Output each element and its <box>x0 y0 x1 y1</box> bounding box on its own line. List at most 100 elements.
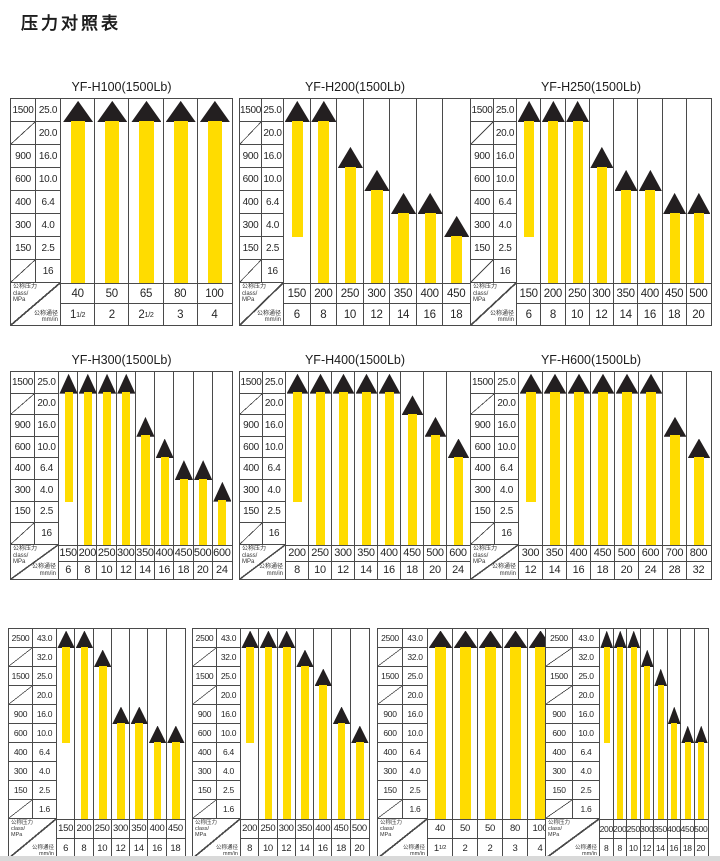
pressure-range-bar <box>291 120 303 237</box>
max-pressure-triangle-icon <box>355 373 378 394</box>
dn-mm-cell: 450 <box>331 819 351 839</box>
pressure-chart-3: YF-H250(1500Lb) 1500 25.0 20.0 900 16.0 600 10.… <box>470 75 712 326</box>
pressure-axis-unit: MPa <box>380 832 392 839</box>
mpa-cell: 6.4 <box>494 191 517 214</box>
pressure-range-bar <box>318 120 330 283</box>
pressure-axis-class: class/ <box>380 826 395 833</box>
mpa-cell: 1.6 <box>573 800 600 819</box>
pressure-range-bar <box>103 392 112 545</box>
diameter-axis-name: 公称通径 <box>33 310 58 317</box>
max-pressure-triangle-icon <box>639 373 663 394</box>
max-pressure-triangle-icon <box>286 373 309 394</box>
dn-mm-cell: 500 <box>192 544 213 562</box>
diameter-axis-unit: mm/in <box>582 850 597 857</box>
dn-mm-cell: 150 <box>283 283 311 304</box>
chart-column: 600 24 <box>638 372 663 579</box>
mpa-cell: 10.0 <box>217 724 241 743</box>
class-cell: 300 <box>9 762 33 781</box>
mpa-cell: 2.5 <box>495 501 519 524</box>
dn-in-cell: 4 <box>537 842 543 854</box>
class-cell: 600 <box>546 724 573 743</box>
chart-title: YF-H300(1500Lb) <box>71 352 172 367</box>
dn-in-cell: 20 <box>196 564 209 577</box>
pressure-range-bar <box>80 646 89 819</box>
dn-mm-cell: 300 <box>362 283 391 304</box>
dn-in-cell: 20 <box>354 842 365 854</box>
pressure-range-bar <box>460 646 471 819</box>
pressure-axis-class: class/ <box>473 552 489 559</box>
dn-in-cell: 12 <box>115 842 126 854</box>
chart-column: 500 20 <box>614 372 639 579</box>
dn-in-cell: 16 <box>317 842 328 854</box>
pressure-range-bar <box>407 413 418 545</box>
corner-pressure-label: 公称压力 class/MPa <box>11 820 33 838</box>
dn-in-cell: 8 <box>247 842 253 854</box>
dn-mm-cell: 40 <box>60 283 96 304</box>
max-pressure-triangle-icon <box>600 630 614 648</box>
chart-column: 150 6 <box>56 629 76 858</box>
max-pressure-triangle-icon <box>278 630 296 648</box>
dn-mm-cell: 200 <box>599 819 614 839</box>
pressure-axis-unit: MPa <box>473 297 486 304</box>
diameter-axis-name: 公称通径 <box>256 310 281 317</box>
dn-in-whole: 2 <box>138 308 145 321</box>
chart-column: 350 14 <box>613 99 639 325</box>
diameter-axis-unit: mm/in <box>264 317 281 324</box>
pressure-table: 1500 25.0 20.0 900 16.0 600 10.0 400 6.4 300 4.0 15… <box>470 98 712 326</box>
dn-in-cell: 14 <box>133 842 144 854</box>
max-pressure-triangle-icon <box>213 481 232 502</box>
max-pressure-triangle-icon <box>654 668 668 686</box>
class-cell: 300 <box>240 214 262 237</box>
mpa-cell: 16.0 <box>217 705 241 724</box>
pressure-range-bar <box>485 646 496 819</box>
pressure-range-bar <box>64 392 73 502</box>
mpa-cell: 25.0 <box>494 99 517 122</box>
pressure-range-bar <box>153 741 162 819</box>
class-cell: 400 <box>240 191 262 214</box>
dn-mm-cell: 350 <box>294 819 315 839</box>
pressure-range-bar <box>657 684 664 819</box>
dn-in-fraction: 1/2 <box>76 310 86 319</box>
mpa-cell: 43.0 <box>33 629 57 648</box>
mpa-cell: 4.0 <box>403 762 428 781</box>
mpa-cell: 20.0 <box>573 686 600 705</box>
pressure-axis-name: 公称压力 <box>473 545 498 552</box>
dn-mm-cell: 450 <box>400 544 424 562</box>
corner-header: 公称压力 class/MPa 公称通径 mm/in <box>546 819 600 858</box>
pressure-range-bar <box>548 120 559 283</box>
class-cell: 600 <box>471 436 495 459</box>
dn-mm-cell: 400 <box>666 819 681 839</box>
max-pressure-triangle-icon <box>136 416 155 437</box>
chart-column: 500 20 <box>192 372 213 579</box>
dn-in-cell: 8 <box>84 564 91 577</box>
chart-column: 350 14 <box>542 372 567 579</box>
class-cell-blank <box>11 523 35 545</box>
max-pressure-triangle-icon <box>194 460 213 480</box>
dn-mm-cell: 250 <box>258 819 278 839</box>
mpa-cell: 4.0 <box>573 762 600 781</box>
pressure-range-bar <box>98 665 107 819</box>
mpa-cell: 43.0 <box>573 629 600 648</box>
class-cell: 1500 <box>193 667 217 686</box>
max-pressure-triangle-icon <box>478 630 503 648</box>
class-cell-blank <box>378 800 403 819</box>
pressure-chart-6: YF-H600(1500Lb) 1500 25.0 20.0 900 16.0 600 10.… <box>470 348 712 580</box>
dn-in-cell: 2 <box>462 842 468 854</box>
class-cell: 600 <box>240 168 262 191</box>
dn-in-whole: 1 <box>433 842 439 854</box>
dn-in-cell: 10 <box>100 564 113 577</box>
corner-diameter-label: 公称通径 mm/in <box>490 311 514 324</box>
pressure-axis-unit: MPa <box>13 297 26 304</box>
dn-mm-cell: 350 <box>389 283 417 304</box>
class-cell: 1500 <box>546 667 573 686</box>
chart-column: 400 16 <box>147 629 167 858</box>
pressure-range-bar <box>105 120 120 283</box>
max-pressure-triangle-icon <box>638 169 662 191</box>
mpa-cell: 1.6 <box>33 800 57 819</box>
max-pressure-triangle-icon <box>337 146 364 168</box>
mpa-cell: 16 <box>35 523 59 545</box>
class-cell: 300 <box>193 762 217 781</box>
dn-mm-cell: 350 <box>354 544 378 562</box>
dn-mm-cell: 600 <box>638 544 663 562</box>
max-pressure-triangle-icon <box>311 100 337 122</box>
